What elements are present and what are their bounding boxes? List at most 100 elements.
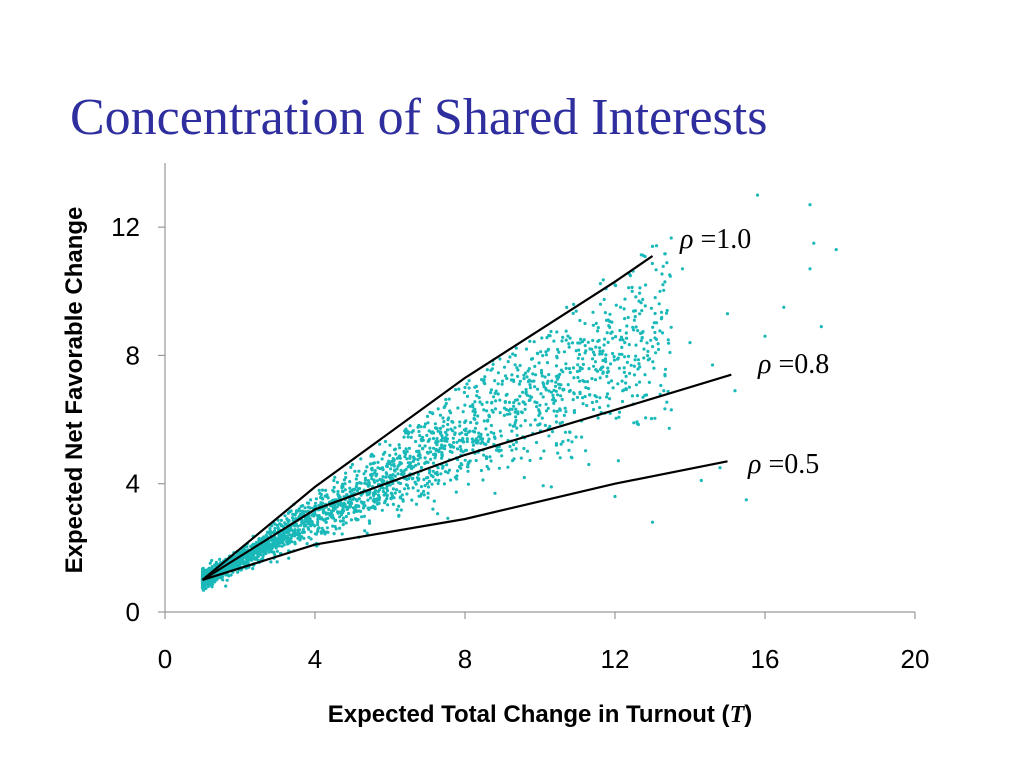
- scatter-point: [474, 421, 479, 425]
- scatter-point: [598, 349, 602, 353]
- scatter-point: [475, 394, 479, 398]
- scatter-point: [344, 475, 348, 480]
- scatter-point: [409, 465, 413, 469]
- scatter-point: [528, 398, 532, 402]
- scatter-point: [441, 446, 445, 450]
- scatter-point: [638, 286, 642, 290]
- scatter-point: [290, 516, 295, 520]
- scatter-point: [446, 422, 450, 427]
- scatter-point: [566, 383, 570, 387]
- scatter-point: [271, 541, 275, 546]
- scatter-point: [651, 345, 655, 349]
- scatter-point: [552, 401, 556, 405]
- scatter-point: [341, 519, 345, 523]
- scatter-point: [424, 460, 428, 464]
- scatter-point: [491, 410, 495, 414]
- scatter-point: [210, 558, 214, 563]
- scatter-point: [638, 291, 642, 295]
- scatter-point: [516, 412, 520, 416]
- scatter-point: [289, 509, 293, 513]
- scatter-point: [523, 419, 527, 423]
- scatter-point: [392, 464, 396, 468]
- scatter-point: [511, 378, 515, 382]
- scatter-point: [627, 385, 632, 389]
- scatter-point: [616, 382, 620, 386]
- scatter-point: [300, 535, 304, 539]
- scatter-point: [449, 411, 453, 415]
- scatter-point: [304, 510, 308, 514]
- scatter-point: [474, 441, 478, 445]
- scatter-point: [621, 389, 625, 393]
- scatter-point: [283, 521, 287, 525]
- scatter-point: [399, 468, 403, 473]
- scatter-point: [436, 481, 440, 486]
- scatter-point: [500, 454, 504, 458]
- scatter-point: [216, 576, 220, 580]
- fit-line-label: ρ =0.8: [757, 349, 829, 380]
- scatter-point: [632, 318, 637, 322]
- scatter-point: [562, 413, 567, 417]
- scatter-point: [301, 504, 305, 508]
- scatter-point: [404, 483, 409, 487]
- scatter-point: [332, 507, 336, 511]
- scatter-point: [356, 487, 360, 491]
- scatter-point: [351, 498, 355, 502]
- scatter-point: [658, 289, 662, 293]
- scatter-point: [236, 570, 240, 574]
- scatter-point: [294, 517, 298, 521]
- scatter-point: [603, 357, 608, 361]
- scatter-point: [390, 459, 394, 464]
- scatter-point: [416, 472, 420, 476]
- scatter-point: [503, 400, 507, 404]
- scatter-point: [663, 280, 667, 284]
- scatter-point: [373, 492, 377, 496]
- scatter-point: [385, 489, 390, 493]
- scatter-point: [317, 488, 321, 492]
- scatter-point: [625, 324, 629, 328]
- scatter-point: [605, 374, 609, 378]
- scatter-point: [314, 497, 318, 501]
- scatter-point: [583, 321, 587, 326]
- scatter-point: [506, 360, 510, 364]
- scatter-point: [513, 410, 517, 414]
- scatter-point: [318, 516, 322, 520]
- scatter-point: [652, 321, 656, 325]
- scatter-point: [496, 371, 500, 375]
- scatter-point: [496, 382, 500, 386]
- scatter-point: [419, 465, 424, 470]
- scatter-point: [479, 437, 483, 441]
- scatter-point: [493, 379, 497, 383]
- scatter-point: [264, 533, 268, 537]
- scatter-point: [562, 387, 566, 392]
- scatter-point: [419, 492, 424, 496]
- scatter-point: [294, 510, 298, 515]
- fit-line: [201, 255, 654, 581]
- scatter-point: [650, 244, 655, 248]
- scatter-point: [637, 362, 641, 366]
- scatter-point: [330, 513, 334, 517]
- scatter-point: [575, 369, 580, 374]
- scatter-point: [494, 389, 498, 393]
- scatter-point: [606, 366, 610, 370]
- scatter-point: [371, 461, 375, 466]
- scatter-point: [594, 345, 598, 349]
- scatter-point: [454, 490, 458, 494]
- scatter-point: [627, 286, 631, 290]
- scatter-point: [405, 492, 409, 496]
- scatter-point: [446, 471, 450, 475]
- scatter-point: [622, 307, 626, 311]
- scatter-point: [558, 407, 562, 411]
- scatter-point: [555, 409, 559, 413]
- scatter-point: [625, 336, 629, 340]
- scatter-point: [577, 352, 582, 357]
- scatter-point: [332, 503, 336, 507]
- scatter-point: [646, 349, 650, 353]
- scatter-point: [586, 386, 591, 391]
- scatter-point: [594, 321, 598, 325]
- scatter-point: [405, 457, 409, 461]
- scatter-point: [447, 468, 451, 472]
- scatter-point: [533, 385, 537, 389]
- scatter-point: [492, 395, 496, 399]
- scatter-point: [436, 407, 440, 411]
- scatter-point: [570, 440, 574, 444]
